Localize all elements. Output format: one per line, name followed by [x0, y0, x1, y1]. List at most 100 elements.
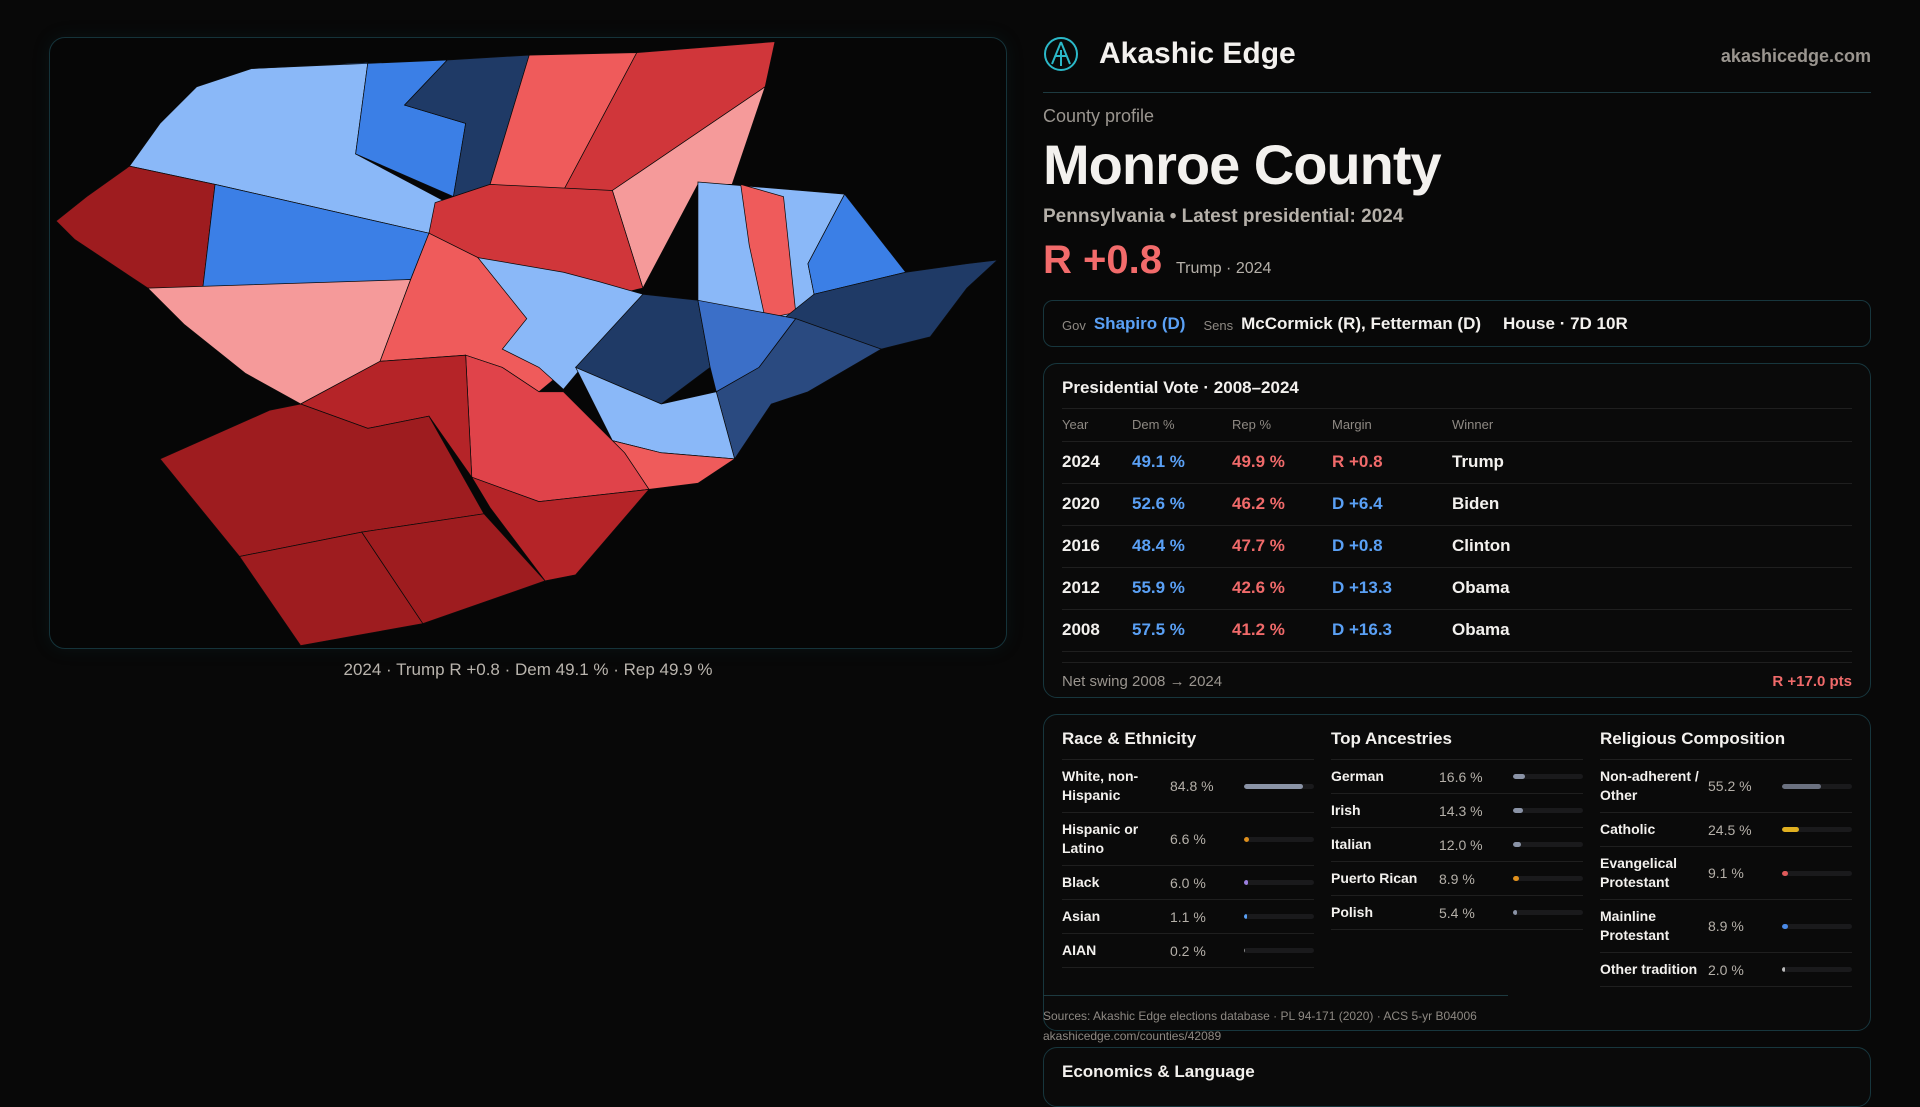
cell-rep: 49.9 % — [1232, 441, 1332, 484]
share-bar-fill — [1782, 967, 1785, 972]
demographic-row: Irish 14.3 % — [1331, 794, 1583, 828]
demographic-row: Mainline Protestant 8.9 % — [1600, 900, 1852, 953]
share-bar-fill — [1244, 948, 1246, 953]
row-label: Evangelical Protestant — [1600, 855, 1678, 890]
row-label: Asian — [1062, 908, 1101, 924]
cell-year: 2020 — [1062, 483, 1132, 526]
senators: McCormick (R), Fetterman (D) — [1241, 313, 1482, 333]
page-kicker: County profile — [1043, 106, 1155, 126]
share-bar-fill — [1782, 783, 1821, 789]
demographic-row: German 16.6 % — [1331, 760, 1583, 794]
demographic-row: AIAN 0.2 % — [1062, 934, 1314, 968]
sources: Sources: Akashic Edge elections database… — [1043, 1006, 1477, 1046]
section-title: Religious Composition — [1600, 729, 1852, 760]
demographic-row: Puerto Rican 8.9 % — [1331, 862, 1583, 896]
row-value: 6.0 % — [1170, 874, 1206, 891]
presidential-table: Year Dem % Rep % Margin Winner 2024 49.1 … — [1062, 409, 1852, 652]
row-label: AIAN — [1062, 942, 1097, 958]
demographics-card: Race & Ethnicity White, non-Hispanic 84.8 … — [1043, 714, 1871, 1031]
table-row: 2024 49.1 % 49.9 % R +0.8 Trump — [1062, 441, 1852, 484]
table-row: 2020 52.6 % 46.2 % D +6.4 Biden — [1062, 483, 1852, 526]
county-map[interactable] — [49, 37, 1007, 649]
net-swing: Net swing 2008 → 2024 R +17.0 pts — [1062, 661, 1852, 690]
religion-column: Religious Composition Non-adherent / Othe… — [1600, 729, 1852, 987]
share-bar — [1244, 880, 1314, 885]
row-label: Other tradition — [1600, 961, 1698, 977]
share-bar — [1244, 948, 1314, 953]
cell-rep: 42.6 % — [1232, 567, 1332, 610]
row-value: 0.2 % — [1170, 942, 1206, 959]
demographic-row: Asian 1.1 % — [1062, 900, 1314, 934]
share-bar-fill — [1244, 836, 1249, 842]
precinct[interactable] — [55, 165, 216, 289]
row-label: Puerto Rican — [1331, 870, 1418, 886]
share-bar — [1782, 923, 1852, 929]
demographic-row: Hispanic or Latino 6.6 % — [1062, 813, 1314, 866]
demographic-row: Polish 5.4 % — [1331, 896, 1583, 930]
cell-margin: D +13.3 — [1332, 567, 1452, 610]
cell-dem: 57.5 % — [1132, 609, 1232, 652]
row-label: Hispanic or Latino — [1062, 821, 1139, 856]
brand[interactable]: Akashic Edge — [1043, 36, 1296, 72]
share-bar-fill — [1782, 870, 1789, 876]
row-value: 2.0 % — [1708, 961, 1744, 978]
precinct[interactable] — [575, 293, 711, 405]
share-bar — [1244, 783, 1314, 789]
row-label: Italian — [1331, 836, 1372, 852]
presidential-vote-card: Presidential Vote · 2008–2024 Year Dem %… — [1043, 363, 1871, 698]
share-bar — [1244, 836, 1314, 842]
row-label: Catholic — [1600, 821, 1656, 837]
cell-winner: Obama — [1452, 567, 1852, 610]
akashic-logo-icon — [1044, 37, 1078, 71]
row-value: 1.1 % — [1170, 908, 1206, 925]
share-bar — [1244, 914, 1314, 919]
sources-link[interactable]: akashicedge.com/counties/42089 — [1043, 1029, 1222, 1043]
precinct[interactable] — [476, 257, 644, 390]
cell-margin: R +0.8 — [1332, 441, 1452, 484]
cell-dem: 48.4 % — [1132, 525, 1232, 568]
race-ethnicity-column: Race & Ethnicity White, non-Hispanic 84.8 … — [1062, 729, 1314, 968]
officials-bar: Gov Shapiro (D) Sens McCormick (R), Fett… — [1043, 300, 1871, 347]
cell-winner: Clinton — [1452, 525, 1852, 568]
row-label: Non-adherent / Other — [1600, 768, 1699, 803]
table-row: 2008 57.5 % 41.2 % D +16.3 Obama — [1062, 609, 1852, 652]
row-value: 5.4 % — [1439, 904, 1475, 921]
share-bar — [1513, 910, 1583, 915]
governor: Shapiro (D) — [1093, 313, 1186, 333]
share-bar — [1513, 876, 1583, 881]
share-bar — [1782, 967, 1852, 972]
section-title: Race & Ethnicity — [1062, 729, 1314, 760]
cell-rep: 47.7 % — [1232, 525, 1332, 568]
map-caption: 2024 · Trump R +0.8 · Dem 49.1 % · Rep 4… — [343, 660, 713, 679]
divider — [1043, 92, 1871, 93]
row-value: 84.8 % — [1170, 778, 1214, 794]
card-title: Economics & Language — [1062, 1062, 1255, 1081]
cell-margin: D +0.8 — [1332, 525, 1452, 568]
precinct[interactable] — [611, 85, 766, 290]
row-label: Black — [1062, 874, 1100, 890]
share-bar-fill — [1244, 914, 1247, 919]
demographic-row: Non-adherent / Other 55.2 % — [1600, 760, 1852, 813]
share-bar — [1782, 870, 1852, 876]
cell-margin: D +16.3 — [1332, 609, 1452, 652]
share-bar-fill — [1513, 774, 1525, 779]
swing-value: R +17.0 pts — [1772, 672, 1852, 690]
cell-year: 2008 — [1062, 609, 1132, 652]
row-value: 12.0 % — [1439, 836, 1483, 853]
cell-year: 2024 — [1062, 441, 1132, 484]
table-row: 2016 48.4 % 47.7 % D +0.8 Clinton — [1062, 525, 1852, 568]
margin-winner: Trump · 2024 — [1175, 260, 1272, 277]
demographic-row: Other tradition 2.0 % — [1600, 953, 1852, 987]
site-link[interactable]: akashicedge.com — [1720, 46, 1871, 66]
row-value: 55.2 % — [1708, 778, 1752, 794]
share-bar — [1513, 842, 1583, 847]
row-value: 9.1 % — [1708, 865, 1744, 881]
share-bar-fill — [1782, 923, 1789, 929]
precinct[interactable] — [715, 318, 883, 460]
precinct-map[interactable] — [50, 38, 1006, 648]
col-header: Rep % — [1232, 409, 1332, 442]
card-title: Presidential Vote · 2008–2024 — [1062, 378, 1852, 409]
row-value: 8.9 % — [1439, 870, 1475, 887]
precinct[interactable] — [470, 476, 650, 582]
col-header: Margin — [1332, 409, 1452, 442]
